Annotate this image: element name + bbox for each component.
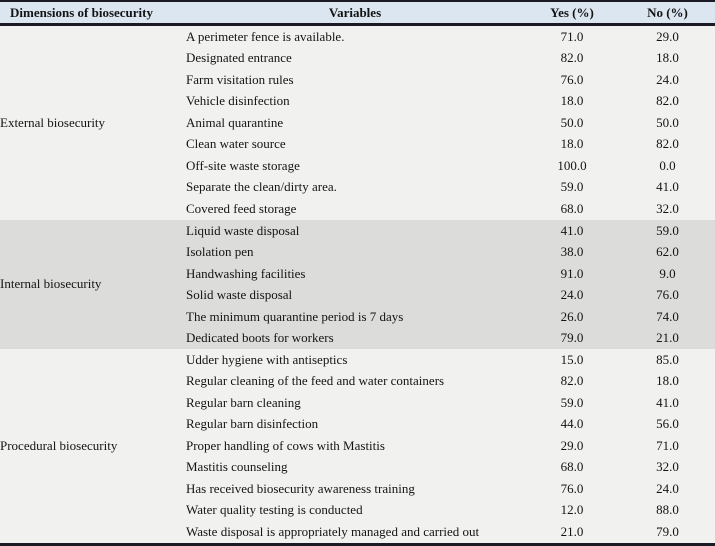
variable-cell: The minimum quarantine period is 7 days xyxy=(186,308,404,324)
variable-cell: Off-site waste storage xyxy=(186,157,300,173)
yes-percent-cell: 41.0 xyxy=(560,222,584,238)
yes-percent-cell: 68.0 xyxy=(560,201,584,217)
dimension-cell-0: External biosecurity xyxy=(0,114,106,130)
table-body: External biosecurity A perimeter fence is… xyxy=(0,24,715,545)
variable-cell: Regular cleaning of the feed and water c… xyxy=(186,373,445,389)
variable-cell: Proper handling of cows with Mastitis xyxy=(186,437,385,453)
no-percent-cell: 82.0 xyxy=(656,136,679,152)
yes-percent-cell: 18.0 xyxy=(560,93,584,109)
variable-cell: Udder hygiene with antiseptics xyxy=(186,351,348,367)
variable-cell: Has received biosecurity awareness train… xyxy=(186,480,415,496)
yes-percent-cell: 82.0 xyxy=(560,50,584,66)
no-percent-cell: 32.0 xyxy=(656,201,679,217)
no-percent-cell: 18.0 xyxy=(656,50,679,66)
no-percent-cell: 24.0 xyxy=(656,71,679,87)
yes-percent-cell: 12.0 xyxy=(560,502,584,518)
no-percent-cell: 41.0 xyxy=(656,394,679,410)
yes-percent-cell: 59.0 xyxy=(560,394,584,410)
variable-cell: Handwashing facilities xyxy=(186,265,306,281)
variable-cell: Liquid waste disposal xyxy=(186,222,300,238)
variable-cell: Separate the clean/dirty area. xyxy=(186,179,337,195)
variable-cell: Dedicated boots for workers xyxy=(186,330,334,346)
yes-percent-cell: 21.0 xyxy=(560,524,584,540)
no-percent-cell: 29.0 xyxy=(656,28,679,44)
no-percent-cell: 79.0 xyxy=(656,524,679,540)
yes-percent-cell: 29.0 xyxy=(560,437,584,453)
variable-cell: Water quality testing is conducted xyxy=(186,502,363,518)
variable-cell: Farm visitation rules xyxy=(186,71,294,87)
variable-cell: Regular barn disinfection xyxy=(186,416,319,432)
variable-cell: A perimeter fence is available. xyxy=(186,28,345,44)
yes-percent-cell: 76.0 xyxy=(560,71,584,87)
header-yes-percent: Yes (%) xyxy=(550,4,594,20)
variable-cell: Covered feed storage xyxy=(186,201,297,217)
no-percent-cell: 74.0 xyxy=(656,308,679,324)
variable-cell: Vehicle disinfection xyxy=(186,93,290,109)
table-row: External biosecurity A perimeter fence is… xyxy=(0,24,715,130)
no-percent-cell: 71.0 xyxy=(656,437,679,453)
variable-cell: Animal quarantine xyxy=(186,114,284,130)
yes-percent-cell: 91.0 xyxy=(560,265,584,281)
yes-percent-cell: 71.0 xyxy=(560,28,584,44)
no-percent-cell: 50.0 xyxy=(656,114,679,130)
no-percent-cell: 9.0 xyxy=(659,265,676,281)
variable-cell: Regular barn cleaning xyxy=(186,394,301,410)
table-row: Internal biosecurity Liquid waste disposa… xyxy=(0,219,715,291)
dimension-cell-2: Procedural biosecurity xyxy=(0,437,118,453)
yes-percent-cell: 50.0 xyxy=(560,114,584,130)
variable-cell: Clean water source xyxy=(186,136,286,152)
yes-percent-cell: 79.0 xyxy=(560,330,584,346)
no-percent-cell: 41.0 xyxy=(656,179,679,195)
variable-cell: Solid waste disposal xyxy=(186,287,293,303)
no-percent-cell: 88.0 xyxy=(656,502,679,518)
no-percent-cell: 59.0 xyxy=(656,222,679,238)
yes-percent-cell: 26.0 xyxy=(560,308,584,324)
no-percent-cell: 24.0 xyxy=(656,480,679,496)
header-dimensions: Dimensions of biosecurity xyxy=(10,4,153,20)
yes-percent-cell: 76.0 xyxy=(560,480,584,496)
variable-cell: Designated entrance xyxy=(186,50,292,66)
yes-percent-cell: 38.0 xyxy=(560,244,584,260)
no-percent-cell: 21.0 xyxy=(656,330,679,346)
yes-percent-cell: 59.0 xyxy=(560,179,584,195)
yes-percent-cell: 15.0 xyxy=(560,351,584,367)
table-row: Procedural biosecurity Udder hygiene with… xyxy=(0,348,715,453)
no-percent-cell: 82.0 xyxy=(656,93,679,109)
dimension-cell-1: Internal biosecurity xyxy=(0,276,102,292)
header-no-percent: No (%) xyxy=(647,4,688,20)
header-variables: Variables xyxy=(328,4,382,20)
no-percent-cell: 32.0 xyxy=(656,459,679,475)
no-percent-cell: 62.0 xyxy=(656,244,679,260)
yes-percent-cell: 18.0 xyxy=(560,136,584,152)
variable-cell: Isolation pen xyxy=(186,244,254,260)
variable-cell: Mastitis counseling xyxy=(186,459,288,475)
variable-cell: Waste disposal is appropriately managed … xyxy=(186,524,480,540)
yes-percent-cell: 82.0 xyxy=(560,373,584,389)
no-percent-cell: 0.0 xyxy=(659,157,676,173)
no-percent-cell: 56.0 xyxy=(656,416,679,432)
yes-percent-cell: 44.0 xyxy=(560,416,584,432)
no-percent-cell: 76.0 xyxy=(656,287,679,303)
yes-percent-cell: 68.0 xyxy=(560,459,584,475)
yes-percent-cell: 100.0 xyxy=(557,157,587,173)
table-header: Dimensions of biosecurity Variables Yes … xyxy=(0,1,715,25)
yes-percent-cell: 24.0 xyxy=(560,287,584,303)
no-percent-cell: 18.0 xyxy=(656,373,679,389)
header-row: Dimensions of biosecurity Variables Yes … xyxy=(0,1,715,25)
no-percent-cell: 85.0 xyxy=(656,351,679,367)
